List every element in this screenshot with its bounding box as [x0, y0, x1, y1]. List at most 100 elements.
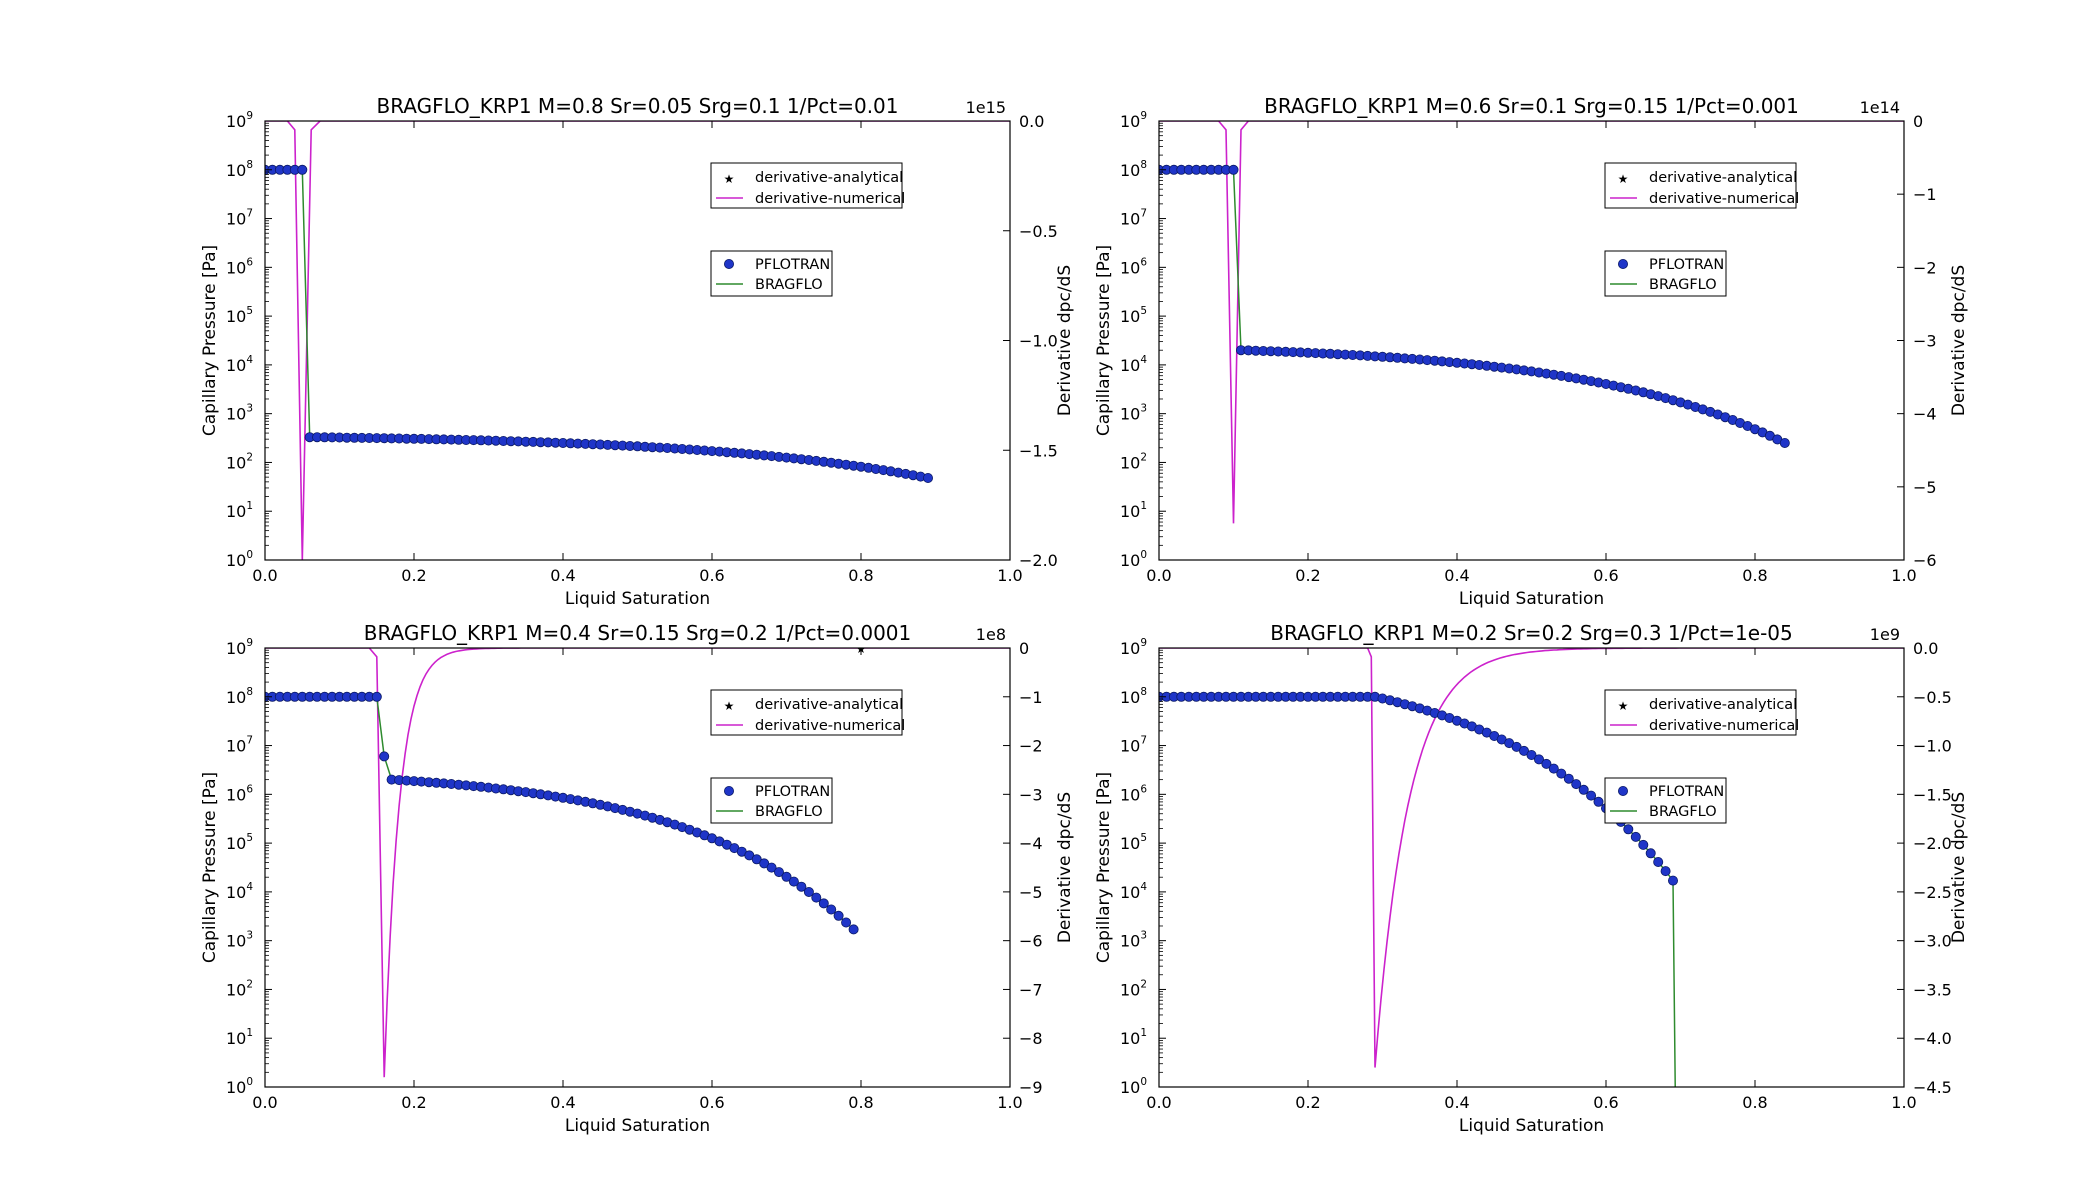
x-tick-label: 0.6: [699, 1093, 724, 1112]
y2-tick-label: −1: [1913, 185, 1937, 204]
pflotran-point: [818, 898, 829, 909]
pflotran-point: [1571, 779, 1582, 790]
y2-tick-label: −1: [1019, 688, 1043, 707]
y2-tick-label: −3.0: [1913, 932, 1952, 951]
subplot-bottom-left: ★ 0.0 0.2 0.4 0.6 0.8 1.0 Liquid Saturation 100 1…: [200, 621, 1075, 1136]
legend-curves: PFLOTRAN BRAGFLO: [710, 777, 833, 824]
x-tick-label: 0.4: [1444, 1093, 1469, 1112]
legend-label-analytical: derivative-analytical: [755, 170, 903, 186]
pflotran-point: [841, 917, 852, 928]
chart-title: BRAGFLO_KRP1 M=0.2 Sr=0.2 Srg=0.3 1/Pct=…: [1270, 621, 1792, 645]
legend-label-bragflo: BRAGFLO: [1649, 277, 1717, 293]
y-tick-label: 105: [226, 305, 253, 326]
y-tick-label: 105: [226, 832, 253, 853]
y-tick-label: 107: [1120, 208, 1147, 229]
x-tick-label: 0.2: [401, 566, 426, 585]
y2-axis-label: Derivative dpc/dS: [1055, 265, 1075, 416]
y2-axis-label: Derivative dpc/dS: [1055, 792, 1075, 943]
y2-offset-label: 1e9: [1870, 625, 1900, 644]
legend-curves: PFLOTRAN BRAGFLO: [1604, 250, 1727, 297]
y2-tick-label: −5: [1019, 883, 1043, 902]
x-tick-label: 1.0: [1891, 566, 1916, 585]
legend-derivatives: ★ derivative-analytical derivative-numeric…: [1604, 162, 1799, 209]
legend-label-pflotran: PFLOTRAN: [755, 784, 830, 800]
plot-area: [1159, 121, 1904, 524]
y-tick-label: 106: [226, 256, 253, 277]
legend-label-pflotran: PFLOTRAN: [1649, 784, 1724, 800]
y-tick-label: 101: [1120, 500, 1147, 521]
chart-title: BRAGFLO_KRP1 M=0.6 Sr=0.1 Srg=0.15 1/Pct…: [1264, 94, 1799, 118]
axes-frame: [1158, 647, 1905, 1088]
y-tick-label: 104: [1120, 881, 1147, 902]
y2-tick-label: 0: [1019, 639, 1029, 658]
y2-tick-label: −2.0: [1913, 834, 1952, 853]
y2-tick-label: −4: [1019, 834, 1043, 853]
y2-tick-label: −3: [1913, 332, 1937, 351]
y2-tick-label: 0.0: [1019, 112, 1044, 131]
y-tick-label: 108: [226, 686, 253, 707]
legend-label-numerical: derivative-numerical: [755, 718, 905, 734]
x-tick-label: 1.0: [997, 1093, 1022, 1112]
y-tick-label: 100: [226, 549, 253, 570]
x-tick-label: 0.6: [699, 566, 724, 585]
pflotran-point: [1668, 875, 1679, 886]
pflotran-point: [923, 472, 934, 483]
legend-curves: PFLOTRAN BRAGFLO: [710, 250, 833, 297]
legend-marker-pflotran: [1618, 258, 1629, 269]
pflotran-point: [1526, 750, 1537, 761]
pflotran-point: [1228, 164, 1239, 175]
y-tick-label: 102: [226, 451, 253, 472]
series-bragflo: [265, 169, 929, 479]
pflotran-point: [1563, 773, 1574, 784]
y2-tick-label: −5: [1913, 478, 1937, 497]
y-tick-label: 102: [226, 978, 253, 999]
x-tick-label: 0.6: [1593, 566, 1618, 585]
y-tick-label: 109: [226, 110, 253, 131]
y-tick-label: 100: [1120, 549, 1147, 570]
subplot-top-right: 0.0 0.2 0.4 0.6 0.8 1.0 Liquid Saturation 100 10…: [1094, 94, 1969, 609]
legend-marker-analytical: ★: [1618, 172, 1629, 186]
pflotran-point: [1630, 831, 1641, 842]
pflotran-point: [811, 892, 822, 903]
pflotran-point: [803, 887, 814, 898]
legend-label-bragflo: BRAGFLO: [755, 277, 823, 293]
y-tick-label: 103: [1120, 403, 1147, 424]
x-tick-label: 0.0: [1146, 566, 1171, 585]
y-axis-label: Capillary Pressure [Pa]: [1094, 772, 1114, 963]
pflotran-point: [781, 871, 792, 882]
y2-tick-label: −2: [1019, 737, 1043, 756]
y2-tick-label: −1.5: [1913, 785, 1952, 804]
y-tick-label: 104: [226, 354, 253, 375]
y-tick-label: 109: [1120, 637, 1147, 658]
y-tick-label: 102: [1120, 451, 1147, 472]
pflotran-point: [833, 910, 844, 921]
legend-marker-analytical: ★: [724, 699, 735, 713]
pflotran-point: [1556, 768, 1567, 779]
y-tick-label: 101: [226, 1027, 253, 1048]
x-tick-label: 0.8: [848, 1093, 873, 1112]
series-derivative-numerical: [1159, 121, 1904, 524]
y-tick-label: 103: [226, 930, 253, 951]
legend-label-numerical: derivative-numerical: [1649, 191, 1799, 207]
y2-tick-label: −0.5: [1913, 688, 1952, 707]
y2-axis-label: Derivative dpc/dS: [1949, 265, 1969, 416]
y-tick-label: 101: [1120, 1027, 1147, 1048]
pflotran-point: [1548, 763, 1559, 774]
x-tick-label: 1.0: [1891, 1093, 1916, 1112]
y2-tick-label: −6: [1019, 932, 1043, 951]
pflotran-point: [1541, 758, 1552, 769]
x-axis-label: Liquid Saturation: [1459, 1116, 1604, 1136]
pflotran-point: [1586, 790, 1597, 801]
pflotran-point: [1623, 824, 1634, 835]
y2-tick-label: −1.0: [1019, 332, 1058, 351]
legend-marker-pflotran: [724, 258, 735, 269]
x-tick-label: 0.4: [1444, 566, 1469, 585]
x-tick-label: 0.4: [550, 566, 575, 585]
x-tick-label: 0.0: [1146, 1093, 1171, 1112]
y-tick-label: 104: [226, 881, 253, 902]
legend-label-numerical: derivative-numerical: [1649, 718, 1799, 734]
pflotran-point: [1593, 796, 1604, 807]
y-tick-label: 107: [226, 735, 253, 756]
y-tick-label: 104: [1120, 354, 1147, 375]
chart-title: BRAGFLO_KRP1 M=0.4 Sr=0.15 Srg=0.2 1/Pct…: [364, 621, 912, 645]
